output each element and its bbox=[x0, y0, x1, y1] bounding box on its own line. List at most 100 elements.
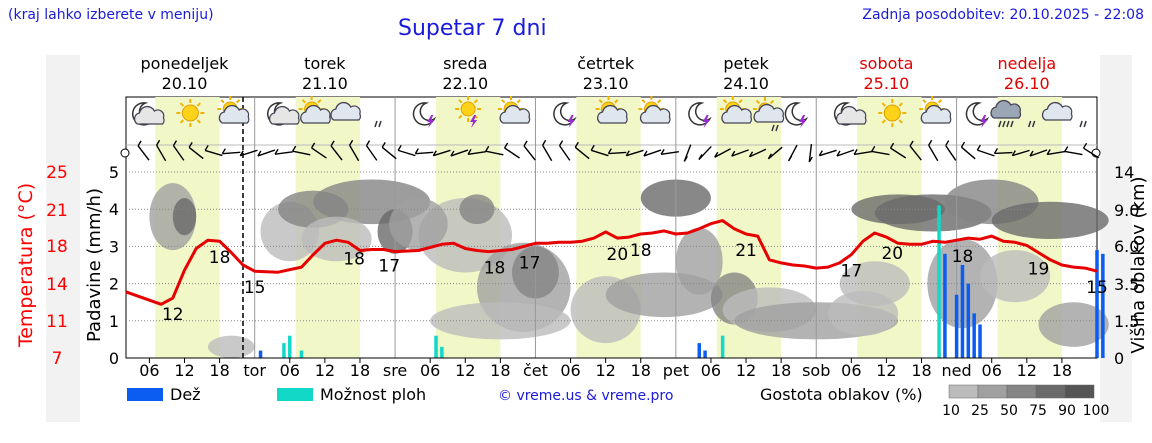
cloud-height-tick-label: 14 bbox=[1114, 163, 1134, 182]
temperature-tick-label: 18 bbox=[46, 237, 68, 257]
temperature-axis-label: Temperatura (°C) bbox=[15, 183, 37, 348]
precip-tick-label: 2 bbox=[109, 275, 119, 294]
rain-drop bbox=[775, 124, 779, 132]
storm-chance-bar bbox=[282, 343, 286, 358]
sun-disc bbox=[181, 104, 199, 122]
lightning-shape bbox=[567, 115, 575, 128]
wind-barb-flag bbox=[698, 154, 703, 160]
cloud-density-area bbox=[991, 201, 1109, 239]
moon-storm-icon bbox=[784, 102, 809, 128]
temperature-label: 18 bbox=[952, 247, 974, 267]
rain-bar bbox=[1095, 250, 1099, 358]
wind-barb-flag bbox=[292, 145, 297, 152]
sun-ray bbox=[641, 99, 646, 104]
sun-cloud-icon bbox=[719, 96, 752, 124]
sun-cloud-icon bbox=[919, 96, 952, 124]
wind-barb bbox=[542, 144, 553, 162]
temperature-label: 12 bbox=[162, 305, 184, 325]
wind-barb-flag bbox=[1011, 150, 1016, 156]
temperature-label: 19 bbox=[1028, 260, 1050, 280]
sun-ray bbox=[301, 99, 306, 104]
wind-barb bbox=[1083, 147, 1100, 159]
page-title: Supetar 7 dni bbox=[398, 16, 547, 41]
rain-drop bbox=[1079, 120, 1083, 128]
sun-ray bbox=[516, 99, 521, 104]
wind-barb-flag bbox=[188, 142, 193, 148]
cloud-shape bbox=[753, 103, 785, 123]
rain-icon bbox=[990, 99, 1022, 128]
sun-cloud-icon bbox=[595, 96, 628, 124]
day-abbr-label: sre bbox=[383, 361, 407, 380]
precip-axis-label: Padavine (mm/h) bbox=[84, 188, 105, 342]
wind-barb-flag bbox=[137, 140, 142, 147]
wind-barb-flag bbox=[450, 150, 455, 157]
drizzle-icon bbox=[374, 120, 382, 128]
sun-ray bbox=[317, 99, 322, 104]
day-date: 24.10 bbox=[723, 74, 769, 93]
wind-barb-flag bbox=[485, 145, 490, 152]
wind-barb bbox=[854, 150, 873, 156]
cloud-height-axis-label: Višina oblakov (km) bbox=[1128, 176, 1149, 353]
wind-barb bbox=[504, 147, 520, 159]
cloud-density-area bbox=[1038, 302, 1109, 347]
cloud-shape bbox=[300, 104, 331, 124]
lightning-shape bbox=[427, 115, 435, 128]
wind-barb-flag bbox=[909, 140, 914, 147]
sun-icon bbox=[878, 99, 907, 127]
wind-barb bbox=[381, 146, 397, 160]
wind-barb-flag bbox=[590, 144, 595, 151]
wind-barb-flag bbox=[714, 151, 719, 158]
day-abbr-label: čet bbox=[523, 361, 548, 380]
update-timestamp: Zadnja posodobitev: 20.10.2025 - 22:08 bbox=[862, 7, 1144, 23]
wind-barb bbox=[311, 147, 327, 159]
cloud-density-area bbox=[389, 198, 448, 251]
cloud-shape bbox=[835, 105, 867, 125]
day-name: petek bbox=[723, 54, 769, 73]
x-tick-label: 18 bbox=[1052, 361, 1072, 380]
cloud-shape bbox=[499, 104, 531, 124]
sun-ray bbox=[179, 102, 184, 107]
wind-barb bbox=[871, 150, 890, 156]
sun-ray bbox=[738, 99, 743, 104]
copyright-link[interactable]: © vreme.us & vreme.pro bbox=[498, 388, 674, 404]
sun-ray bbox=[196, 119, 201, 124]
cloud-shape bbox=[721, 104, 752, 124]
x-tick-label: 18 bbox=[350, 361, 370, 380]
x-tick-label: 18 bbox=[911, 361, 931, 380]
cloud-density-area bbox=[980, 250, 1051, 303]
x-tick-label: 12 bbox=[736, 361, 756, 380]
rain-bar bbox=[954, 294, 959, 358]
rain-bar bbox=[258, 350, 263, 358]
wind-barb-flag bbox=[767, 153, 772, 160]
rain-bar bbox=[697, 343, 701, 358]
x-tick-label: 06 bbox=[560, 361, 580, 380]
wind-barb-flag bbox=[221, 148, 226, 155]
temperature-label: 20 bbox=[607, 245, 629, 265]
sun-ray bbox=[458, 99, 463, 104]
calm-wind-icon bbox=[120, 148, 130, 158]
moon-cloud-icon bbox=[131, 102, 165, 126]
temperature-label: 18 bbox=[343, 249, 365, 269]
cloud-shape bbox=[218, 104, 250, 124]
storm-chance-bar bbox=[434, 335, 438, 358]
wind-barb-flag bbox=[349, 139, 354, 146]
rain-drop bbox=[1002, 120, 1006, 128]
moon-storm-icon bbox=[688, 102, 712, 128]
wind-barb-flag bbox=[239, 150, 244, 157]
cloud-shape bbox=[990, 99, 1022, 119]
wind-barb bbox=[731, 149, 749, 157]
rain-legend-swatch bbox=[127, 388, 163, 401]
cloud-density-swatch bbox=[1064, 384, 1095, 399]
wind-barb-flag bbox=[625, 150, 630, 157]
wind-barb-flag bbox=[414, 148, 419, 154]
wind-barb-flag bbox=[1046, 149, 1051, 155]
rain-drop bbox=[1031, 120, 1036, 128]
precip-tick-label: 3 bbox=[109, 237, 119, 256]
cloud-density-legend-title: Gostota oblakov (%) bbox=[760, 385, 923, 404]
day-abbr-label: sob bbox=[802, 361, 830, 380]
wind-barb bbox=[836, 149, 855, 157]
cloud-shape bbox=[1041, 101, 1073, 121]
wind-barb-flag bbox=[660, 148, 665, 155]
x-tick-label: 06 bbox=[701, 361, 721, 380]
wind-barb-flag bbox=[365, 140, 371, 146]
